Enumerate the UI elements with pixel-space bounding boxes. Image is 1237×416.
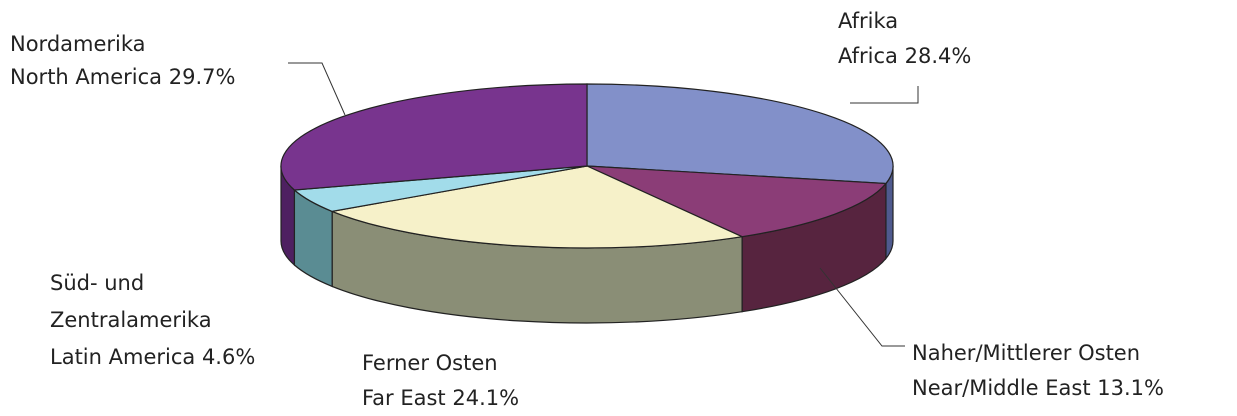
slice [280,83,588,191]
label-en: Latin America [50,345,196,369]
leader-line [850,86,919,104]
slice-label: Nordamerika North America 29.7% [10,28,235,94]
leader-line [288,62,346,116]
label-de: Nordamerika [10,32,146,56]
leader-line [819,267,905,347]
label-de: Süd- und Zentralamerika [50,271,212,332]
slice-label: Afrika Africa 28.4% [838,4,971,74]
label-de: Ferner Osten [362,351,498,375]
label-en: Far East [362,386,446,410]
value-label: 24.1% [452,386,520,410]
slice-label: Naher/Mittlerer Osten Near/Middle East 1… [912,336,1164,406]
value-label: 4.6% [201,345,256,369]
slice-label: Ferner Osten Far East 24.1% [362,346,519,416]
slice [586,165,888,238]
value-label: 29.7% [168,65,236,89]
label-de: Naher/Mittlerer Osten [912,341,1141,365]
slice [329,165,745,249]
label-en: Near/Middle East [912,376,1091,400]
slice-label: Süd- und Zentralamerika Latin America 4.… [50,265,255,376]
value-label: 28.4% [904,44,972,68]
value-label: 13.1% [1097,376,1164,400]
slice [586,83,894,185]
label-en: Africa [838,44,898,68]
label-de: Afrika [838,9,899,33]
label-en: North America [10,65,163,89]
